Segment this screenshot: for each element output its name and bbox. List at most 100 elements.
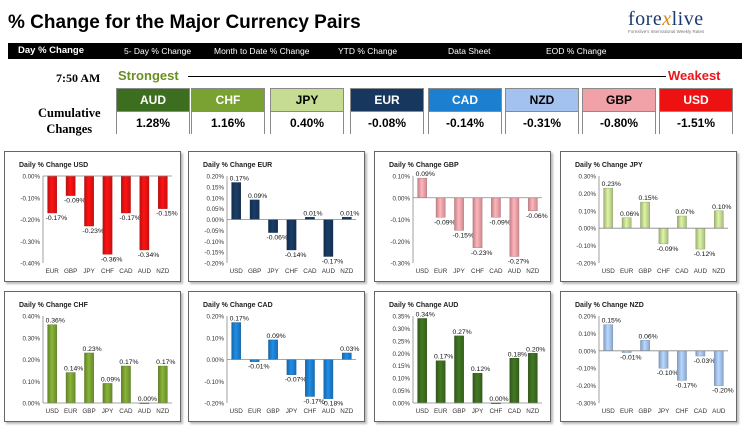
x-tick-label: EUR — [620, 408, 634, 415]
x-tick-label: EUR — [434, 268, 448, 275]
data-label: 0.18% — [508, 351, 527, 358]
chart-panel-eur: Daily % Change EUR 0.20% 0.15% 0.10% 0.05% 0.… — [188, 151, 365, 282]
y-tick-label: 0.10% — [206, 335, 224, 342]
bar-chf — [472, 197, 483, 248]
chart-panel-cad: Daily % Change CAD 0.20% 0.10% 0.00% -0.10% -… — [188, 291, 365, 422]
bar-nzd — [527, 197, 538, 212]
currency-box-eur: EUR -0.08% — [350, 88, 424, 134]
y-tick-label: -0.10% — [204, 379, 224, 386]
tab-data-sheet[interactable]: Data Sheet — [448, 46, 491, 56]
tab-ytd-change[interactable]: YTD % Change — [338, 46, 398, 56]
x-tick-label: CAD — [489, 268, 503, 275]
y-tick-label: -0.10% — [576, 243, 596, 250]
bar-nzd — [713, 210, 724, 229]
x-tick-label: GBP — [266, 408, 279, 415]
data-label: 0.34% — [416, 311, 435, 318]
bar-chf — [677, 350, 687, 381]
x-tick-label: USD — [46, 408, 60, 415]
bar-aud — [323, 359, 334, 399]
currency-value: 0.40% — [271, 111, 343, 134]
data-label: 0.01% — [303, 210, 322, 217]
currency-box-cad: CAD -0.14% — [428, 88, 502, 134]
x-tick-label: EUR — [46, 268, 60, 275]
y-tick-label: 0.20% — [22, 357, 40, 364]
y-tick-label: 0.10% — [392, 174, 410, 181]
y-tick-label: 0.00% — [22, 174, 40, 181]
currency-name: GBP — [583, 89, 655, 111]
y-tick-label: 0.30% — [578, 174, 596, 181]
x-tick-label: CAD — [694, 408, 708, 415]
x-tick-label: GBP — [64, 268, 77, 275]
y-tick-label: 0.00% — [22, 401, 40, 408]
currency-value: -0.80% — [583, 111, 655, 134]
tab-5-day-change[interactable]: 5- Day % Change — [124, 46, 192, 56]
bar-cad — [509, 358, 520, 404]
bar-eur — [435, 360, 446, 404]
x-tick-label: NZD — [526, 268, 539, 275]
y-tick-label: -0.10% — [20, 195, 40, 202]
x-tick-label: AUD — [508, 268, 522, 275]
data-label: 0.17% — [434, 354, 453, 361]
x-tick-label: USD — [230, 268, 244, 275]
chart-jpy: Daily % Change JPY 0.30% 0.20% 0.10% 0.00% -0… — [575, 162, 731, 275]
chart-title: Daily % Change JPY — [575, 162, 643, 169]
x-tick-label: CHF — [489, 408, 502, 415]
bar-cad — [491, 197, 501, 218]
bar-gbp — [454, 335, 464, 404]
currency-box-chf: CHF 1.16% — [191, 88, 265, 134]
weakest-label: Weakest — [668, 68, 721, 83]
data-label: 0.15% — [602, 318, 621, 325]
y-tick-label: 0.10% — [392, 376, 410, 383]
y-tick-label: 0.05% — [392, 388, 410, 395]
tab-day-change[interactable]: Day % Change — [18, 45, 84, 56]
currency-box-usd: USD -1.51% — [659, 88, 733, 134]
cumulative-changes-label: Cumulative Changes — [38, 105, 101, 137]
bar-aud — [509, 197, 520, 257]
data-label: -0.17% — [119, 215, 141, 222]
y-tick-label: 0.00% — [578, 226, 596, 233]
x-tick-label: JPY — [658, 408, 670, 415]
data-label: -0.36% — [101, 256, 123, 263]
data-label: 0.17% — [230, 176, 249, 183]
bar-usd — [47, 324, 58, 404]
data-label: 0.17% — [230, 316, 249, 323]
x-tick-label: EUR — [248, 408, 262, 415]
x-tick-label: USD — [416, 268, 430, 275]
page-title: % Change for the Major Currency Pairs — [8, 12, 361, 33]
data-label: 0.06% — [638, 333, 657, 340]
chart-title: Daily % Change AUD — [389, 302, 458, 309]
bar-cad — [121, 175, 131, 214]
chart-panel-gbp: Daily % Change GBP 0.10% 0.00% -0.10% -0.20%… — [374, 151, 551, 282]
y-tick-label: -0.20% — [204, 401, 224, 408]
bar-gbp — [268, 339, 278, 360]
bar-eur — [621, 217, 632, 229]
bar-usd — [603, 324, 614, 352]
bar-usd — [603, 187, 614, 229]
data-label: -0.18% — [322, 401, 344, 408]
bar-jpy — [472, 372, 483, 404]
bar-jpy — [454, 197, 464, 231]
y-tick-label: 0.00% — [392, 401, 410, 408]
chart-aud: Daily % Change AUD0.35%0.30%0.25%0.20%0.… — [389, 302, 545, 415]
bar-gbp — [249, 199, 260, 220]
bar-chf — [305, 359, 315, 397]
tab-month-to-date-change[interactable]: Month to Date % Change — [214, 46, 310, 56]
currency-name: JPY — [271, 89, 343, 111]
data-label: 0.23% — [82, 346, 101, 353]
currency-box-nzd: NZD -0.31% — [505, 88, 579, 134]
bar-usd — [231, 182, 242, 220]
data-label: 0.17% — [156, 359, 175, 366]
y-tick-label: -0.05% — [204, 228, 224, 235]
data-label: 0.09% — [248, 193, 267, 200]
chart-title: Daily % Change GBP — [389, 162, 459, 169]
logo-tagline: Forexlive's International Weekly Rates — [628, 29, 705, 34]
tab-eod-change[interactable]: EOD % Change — [546, 46, 607, 56]
data-label: 0.10% — [712, 204, 731, 211]
y-tick-label: 0.00% — [578, 348, 596, 355]
data-label: -0.23% — [82, 228, 104, 235]
x-tick-label: CHF — [101, 268, 114, 275]
y-tick-label: 0.40% — [22, 314, 40, 321]
cumulative-label-line1: Cumulative — [38, 106, 101, 120]
x-tick-label: GBP — [82, 408, 95, 415]
data-label: 0.00% — [138, 396, 157, 403]
